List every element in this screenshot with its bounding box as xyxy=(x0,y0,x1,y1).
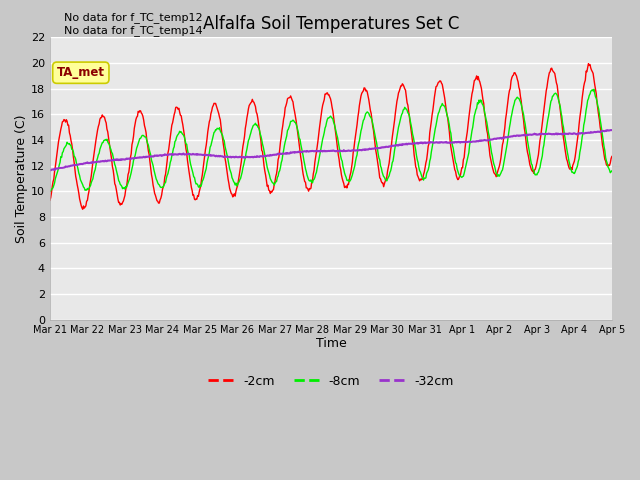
Legend: -2cm, -8cm, -32cm: -2cm, -8cm, -32cm xyxy=(204,370,458,393)
Title: Alfalfa Soil Temperatures Set C: Alfalfa Soil Temperatures Set C xyxy=(203,15,459,33)
Y-axis label: Soil Temperature (C): Soil Temperature (C) xyxy=(15,114,28,243)
X-axis label: Time: Time xyxy=(316,337,346,350)
Text: No data for f_TC_temp14: No data for f_TC_temp14 xyxy=(64,25,203,36)
Text: TA_met: TA_met xyxy=(57,66,105,79)
Text: No data for f_TC_temp12: No data for f_TC_temp12 xyxy=(64,12,203,23)
